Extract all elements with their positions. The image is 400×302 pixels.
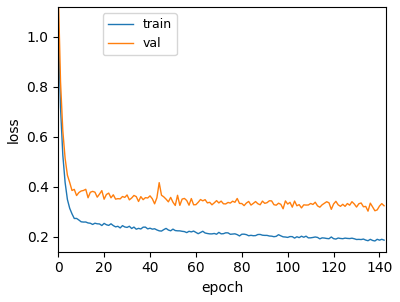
val bbox=[67, 181, 72, 184]
train bbox=[200, 230, 205, 233]
val bbox=[189, 197, 194, 200]
Line: val: val bbox=[58, 0, 384, 211]
val bbox=[382, 204, 386, 207]
train bbox=[372, 239, 377, 243]
train bbox=[56, 21, 61, 25]
train bbox=[83, 220, 88, 224]
val bbox=[166, 200, 171, 204]
val bbox=[83, 188, 88, 191]
Legend: train, val: train, val bbox=[102, 13, 177, 56]
train bbox=[141, 225, 146, 229]
train bbox=[189, 230, 194, 234]
val bbox=[366, 209, 370, 213]
Line: train: train bbox=[58, 23, 384, 241]
val bbox=[200, 199, 205, 203]
X-axis label: epoch: epoch bbox=[201, 281, 244, 295]
train bbox=[67, 207, 72, 210]
Y-axis label: loss: loss bbox=[7, 116, 21, 143]
train bbox=[166, 228, 171, 232]
val bbox=[141, 198, 146, 201]
train bbox=[382, 238, 386, 242]
